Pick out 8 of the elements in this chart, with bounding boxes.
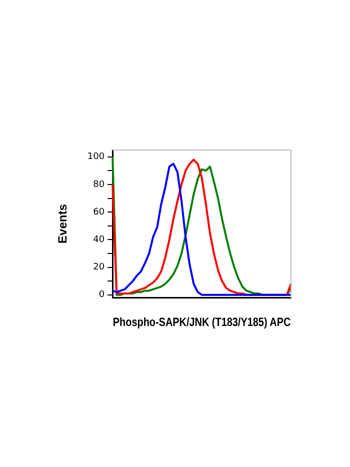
x-axis-title: Phospho-SAPK/JNK (T183/Y185) APC [112, 316, 291, 330]
y-tick-label: 80 [93, 180, 105, 190]
y-tick-label: 0 [98, 290, 105, 300]
y-tick-label: 20 [93, 262, 105, 273]
y-axis-title: Events [56, 204, 70, 244]
y-tick-label: 40 [93, 235, 105, 246]
y-tick-label: 60 [93, 207, 105, 218]
y-tick-label: 100 [87, 152, 105, 162]
